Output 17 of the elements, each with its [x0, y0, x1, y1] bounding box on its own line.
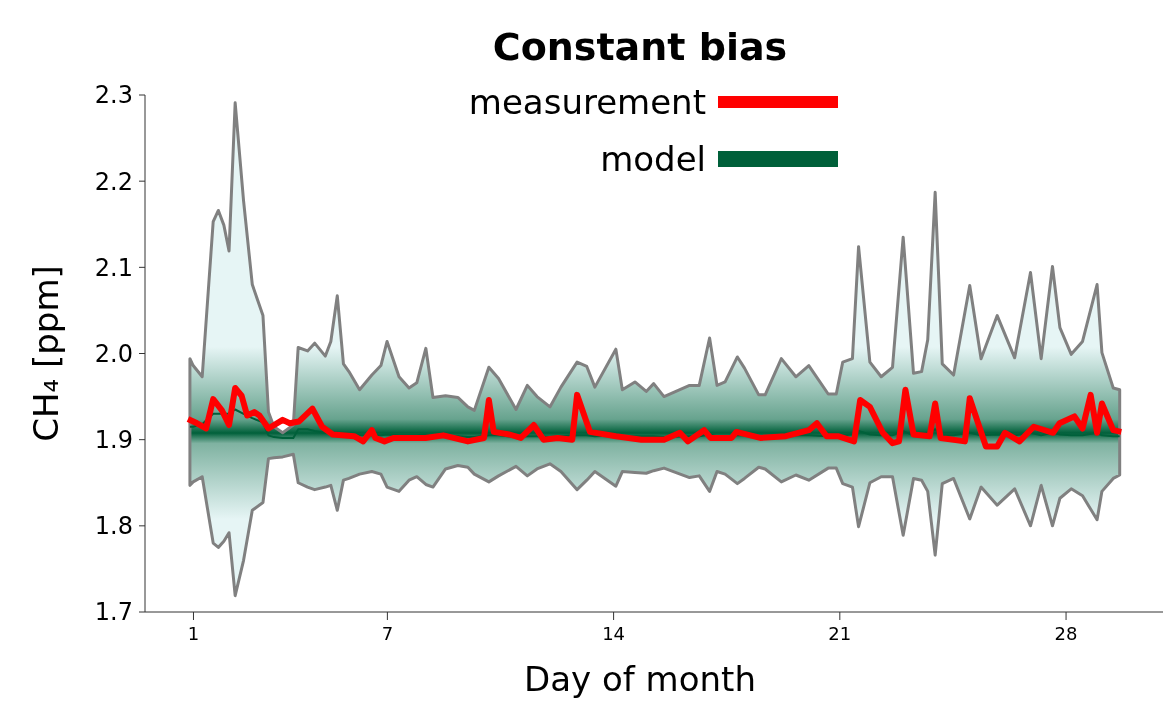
- y-tick-label: 2.1: [94, 253, 133, 282]
- x-axis-title: Day of month: [524, 659, 756, 699]
- x-tick-label: 1: [187, 623, 200, 644]
- y-tick-label: 1.9: [94, 426, 133, 455]
- x-tick-label: 28: [1054, 623, 1078, 644]
- chart-title: Constant bias: [492, 25, 788, 69]
- x-tick-label: 21: [828, 623, 852, 644]
- y-tick-label: 1.8: [94, 512, 133, 541]
- x-tick-label: 14: [602, 623, 626, 644]
- y-axis-title: CH₄ [ppm]: [26, 265, 66, 442]
- x-tick-label: 7: [381, 623, 394, 644]
- y-tick-label: 2.0: [94, 339, 133, 368]
- y-tick-label: 2.2: [94, 167, 133, 196]
- legend-label: measurement: [468, 81, 706, 122]
- legend-label: model: [600, 138, 706, 179]
- y-tick-label: 1.7: [94, 598, 133, 627]
- y-tick-label: 2.3: [94, 81, 133, 110]
